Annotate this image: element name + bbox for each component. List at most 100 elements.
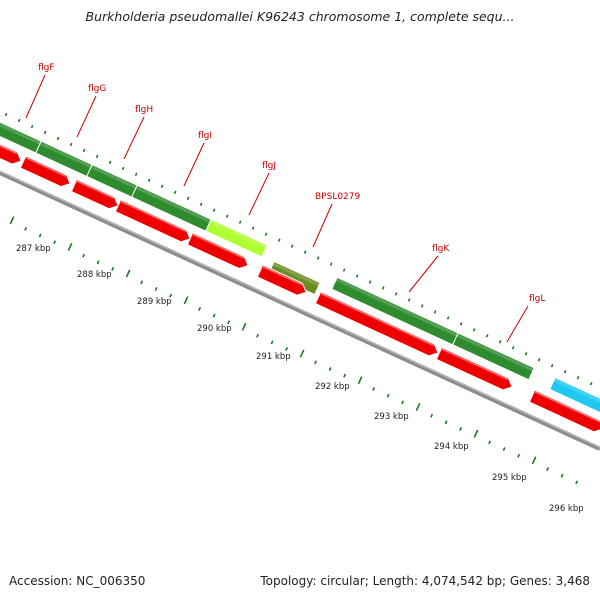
outer-tick <box>459 322 463 326</box>
outer-tick <box>355 274 359 278</box>
inner-tick <box>227 320 231 325</box>
inner-tick <box>96 260 100 265</box>
outer-tick <box>524 352 528 356</box>
outer-tick <box>121 166 125 171</box>
gene-label-flgL: flgL <box>529 294 545 304</box>
cds-arrow-9 <box>528 389 600 433</box>
kbp-label: 292 kbp <box>315 382 350 392</box>
outer-tick <box>433 310 437 314</box>
gene-box-flgK-shine <box>335 278 458 337</box>
gene-label-flgH: flgH <box>135 105 153 115</box>
outer-tick <box>420 304 424 308</box>
cds-arrow-7-shine <box>319 292 435 347</box>
leader-line <box>123 116 145 160</box>
inner-tick <box>111 267 115 271</box>
gene-box-flgL-shine <box>456 333 534 372</box>
inner-tick <box>357 376 363 385</box>
sequence-title: Burkholderia pseudomallei K96243 chromos… <box>85 9 515 24</box>
outer-tick <box>537 358 541 362</box>
backbone-highlight <box>0 170 600 448</box>
outer-tick <box>329 262 333 266</box>
cds-arrow-6 <box>256 264 307 296</box>
inner-tick <box>67 242 73 251</box>
outer-tick <box>212 208 216 212</box>
outer-tick <box>485 334 489 338</box>
inner-tick <box>343 373 347 378</box>
gene-box-BPSL0279-shine <box>272 262 320 287</box>
inner-tick <box>444 420 448 425</box>
cds-arrow-6-shine <box>261 265 303 286</box>
inner-tick <box>560 473 564 478</box>
backbone-track <box>0 170 600 451</box>
inner-tick <box>415 402 421 411</box>
inner-tick <box>256 333 260 338</box>
outer-tick <box>576 375 580 380</box>
cds-arrow-8 <box>435 346 513 391</box>
outer-tick <box>251 226 255 230</box>
kbp-labels: 287 kbp 288 kbp 289 kbp 290 kbp 291 kbp 292 k… <box>16 244 584 514</box>
gene-label-flgI: flgI <box>198 131 212 141</box>
leader-line <box>76 95 97 138</box>
kbp-label: 294 kbp <box>434 442 469 452</box>
inner-tick <box>502 447 506 451</box>
kbp-label: 296 kbp <box>549 504 584 514</box>
kbp-label: 288 kbp <box>77 270 112 280</box>
gene-label-flgF: flgF <box>38 63 55 73</box>
gene-label-flgK: flgK <box>432 244 450 254</box>
cds-arrow-7 <box>314 291 439 357</box>
inner-tick <box>154 287 158 291</box>
cds-arrow-2 <box>19 155 71 188</box>
inner-tick <box>140 280 144 285</box>
inner-tick <box>531 456 537 465</box>
outer-tick <box>290 244 294 248</box>
cds-arrow-4-shine <box>119 200 187 233</box>
inner-tick <box>459 427 463 431</box>
outer-tick <box>225 214 229 218</box>
outer-tick <box>303 250 307 254</box>
cds-arrow-4 <box>114 199 191 243</box>
outer-tick <box>173 190 177 195</box>
gene-box-flgI <box>205 218 268 258</box>
outer-tick <box>368 280 372 284</box>
cds-arrow-5 <box>186 232 249 270</box>
outer-tick <box>4 112 8 117</box>
inner-tick <box>488 440 492 445</box>
inner-tick <box>212 313 216 318</box>
cds-arrow-1-shine <box>0 145 18 155</box>
cds-arrow-1 <box>0 143 22 165</box>
leader-line <box>408 255 439 293</box>
inner-tick <box>473 429 479 438</box>
outer-tick <box>56 136 60 141</box>
gene-label-flgJ: flgJ <box>262 161 276 171</box>
outer-tick <box>563 370 567 374</box>
gene-box-flgI-shine <box>209 220 267 249</box>
leader-line <box>312 203 333 248</box>
gene-box-flgF-shine <box>39 142 92 169</box>
leader-line <box>183 142 205 187</box>
outer-tick <box>407 298 411 302</box>
gene-label-BPSL0279: BPSL0279 <box>315 192 361 202</box>
outer-tick <box>316 256 320 260</box>
gene-box-flgL <box>452 332 535 381</box>
cds-arrow-8-shine <box>440 348 509 381</box>
inner-tick <box>38 233 42 238</box>
outer-tick <box>342 268 346 272</box>
outer-tick <box>186 196 190 200</box>
feature-box-blue-shine <box>553 378 600 409</box>
outer-tick <box>17 118 21 123</box>
inner-tick <box>53 240 57 245</box>
outer-tick <box>160 184 164 189</box>
inner-tick <box>401 400 405 405</box>
inner-tick <box>9 216 15 225</box>
kbp-label: 290 kbp <box>197 324 232 334</box>
inner-tick <box>125 269 131 278</box>
outer-tick <box>30 124 34 129</box>
cds-arrow-9-shine <box>533 390 600 423</box>
outer-tick <box>472 328 476 332</box>
outer-tick <box>69 142 73 147</box>
inner-tick <box>270 340 274 345</box>
outer-tick <box>238 220 242 224</box>
cds-arrow-3 <box>70 178 119 210</box>
inner-tick <box>169 293 173 298</box>
